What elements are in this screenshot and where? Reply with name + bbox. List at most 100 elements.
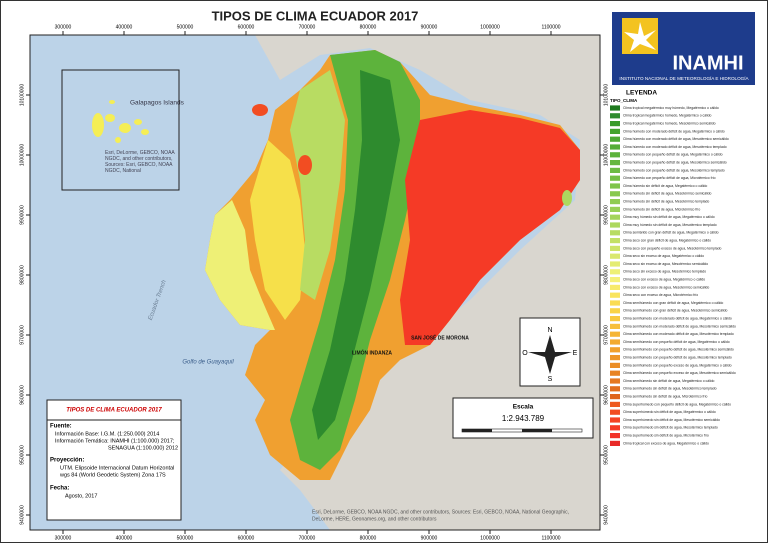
legend-label: Clima húmedo con pequeño déficit de agua… (623, 168, 725, 172)
y-tick-label: 9800000 (603, 265, 609, 285)
legend-swatch (610, 323, 620, 329)
legend-swatch (610, 394, 620, 400)
legend-swatch (610, 136, 620, 142)
east-letter: E (573, 350, 578, 357)
legend-swatch (610, 238, 620, 244)
x-tick-label: 300000 (55, 535, 72, 541)
legend-swatch (610, 214, 620, 220)
legend-subtitle: TIPO_CLIMA (610, 98, 638, 103)
y-tick-label: 9500000 (603, 445, 609, 465)
legend-swatch (610, 308, 620, 314)
legend-swatch (610, 152, 620, 158)
amazon-zone (400, 110, 580, 345)
legend-label: Clima semiárido con gran déficit de agua… (623, 231, 719, 235)
legend-swatch (610, 362, 620, 368)
legend-label: Clima semihúmedo con pequeño déficit de … (623, 340, 730, 344)
legend-swatch (610, 206, 620, 212)
x-tick-label: 1000000 (480, 24, 500, 30)
legend-swatch (610, 331, 620, 337)
legend-label: Clima seco sin exceso de agua, Megatérmi… (623, 254, 704, 258)
legend-swatch (610, 144, 620, 150)
coastal-semihumid-zone (250, 140, 305, 320)
legend: Clima tropical megatérmico muy húmedo, M… (610, 105, 736, 446)
scale-bar-fill (462, 429, 492, 432)
legend-swatch (610, 339, 620, 345)
legend-label: Clima semihúmedo con pequeño exceso de a… (623, 363, 732, 367)
x-tick-label: 500000 (177, 535, 194, 541)
legend-label: Clima húmedo con moderado déficit de agu… (623, 137, 729, 141)
legend-label: Clima semihúmedo con gran déficit de agu… (623, 309, 728, 313)
coastal-humid-zone (290, 70, 345, 300)
legend-swatch (610, 175, 620, 181)
legend-swatch (610, 386, 620, 392)
y-tick-label: 9700000 (603, 325, 609, 345)
y-tick-label: 9500000 (19, 445, 25, 465)
gulf-label: Golfo de Guayaquil (182, 360, 234, 366)
legend-swatch (610, 113, 620, 119)
legend-label: Clima seco sin exceso de agua, Mesotérmi… (623, 262, 708, 266)
x-tick-label: 400000 (116, 535, 133, 541)
north-arrow (528, 335, 572, 374)
legend-label: Clima semihúmedo con moderado déficit de… (623, 324, 736, 328)
legend-swatch (610, 409, 620, 415)
info-line: Agosto, 2017 (65, 493, 97, 499)
legend-title: LEYENDA (626, 90, 657, 97)
info-line: SENAGUA (1:100.000) 2012 (108, 445, 178, 451)
legend-label: Clima semihúmedo sin déficit de agua, Me… (623, 387, 717, 391)
info-line: Información Temática: INAMHI (1:100.000)… (55, 438, 175, 444)
x-tick-label: 1000000 (480, 535, 500, 541)
legend-label: Clima tropical megatérmico húmedo, Megat… (623, 114, 711, 118)
legend-swatch (610, 230, 620, 236)
legend-label: Clima húmedo con moderado déficit de agu… (623, 145, 727, 149)
legend-swatch (610, 347, 620, 353)
legend-swatch (610, 417, 620, 423)
legend-swatch (610, 370, 620, 376)
legend-label: Clima superhúmedo sin déficit de agua, M… (623, 410, 716, 414)
legend-label: Clima húmedo sin déficit de agua, Megaté… (623, 184, 707, 188)
info-line: wgs 84 (World Geodetic System) Zona 17S (59, 472, 166, 478)
legend-label: Clima superhúmedo sin déficit de agua, M… (623, 426, 718, 430)
legend-swatch (610, 440, 620, 446)
x-tick-label: 800000 (360, 24, 377, 30)
y-tick-label: 10100000 (603, 84, 609, 106)
x-tick-label: 600000 (238, 24, 255, 30)
info-line: UTM. Elipsoide Internacional Datum Horiz… (60, 465, 174, 471)
legend-label: Clima semihúmedo con pequeño exceso de a… (623, 371, 736, 375)
x-tick-label: 400000 (116, 24, 133, 30)
y-tick-label: 10000000 (603, 144, 609, 166)
legend-swatch (610, 160, 620, 166)
legend-label: Clima semihúmedo sin déficit de agua, Mi… (623, 394, 708, 398)
legend-label: Clima seco con exceso de agua, Mesotérmi… (623, 285, 709, 289)
scale-title: Escala (513, 404, 534, 411)
legend-label: Clima húmedo con pequeño déficit de agua… (623, 176, 716, 180)
legend-swatch (610, 191, 620, 197)
legend-label: Clima húmedo con pequeño déficit de agua… (623, 153, 723, 157)
y-tick-label: 9900000 (19, 205, 25, 225)
x-tick-label: 800000 (360, 535, 377, 541)
legend-swatch (610, 433, 620, 439)
x-tick-label: 300000 (55, 24, 72, 30)
y-tick-label: 9900000 (603, 205, 609, 225)
legend-label: Clima semihúmedo con pequeño déficit de … (623, 348, 734, 352)
legend-swatch (610, 222, 620, 228)
legend-label: Clima superhúmedo con pequeño déficit de… (623, 402, 731, 406)
legend-swatch (610, 167, 620, 173)
galapagos-label: Galapagos Islands (130, 100, 185, 107)
legend-swatch (610, 277, 620, 283)
west-letter: O (522, 350, 528, 357)
legend-swatch (610, 105, 620, 111)
y-tick-label: 9600000 (603, 385, 609, 405)
north-letter: N (547, 327, 552, 334)
legend-swatch (610, 199, 620, 205)
y-tick-label: 10000000 (19, 144, 25, 166)
y-tick-label: 9400000 (603, 505, 609, 525)
legend-label: Clima muy húmedo sin déficit de agua, Me… (623, 215, 715, 219)
legend-label: Clima húmedo con pequeño déficit de agua… (623, 160, 727, 164)
patch (252, 104, 268, 116)
legend-swatch (610, 300, 620, 306)
place-label: LIMÓN INDANZA (352, 348, 392, 356)
patch (562, 190, 572, 206)
legend-label: Clima superhúmedo sin déficit de agua, M… (623, 418, 720, 422)
y-tick-label: 9400000 (19, 505, 25, 525)
legend-swatch (610, 378, 620, 384)
